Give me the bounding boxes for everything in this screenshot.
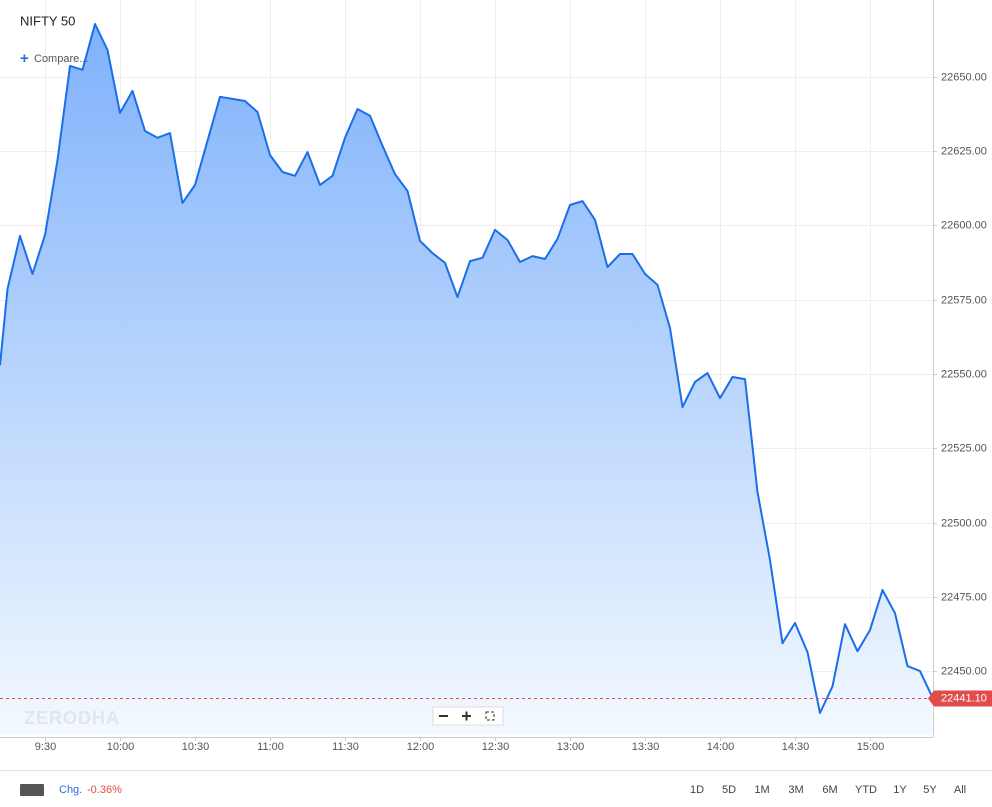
range-button[interactable]: 1D: [690, 784, 704, 796]
y-tick-label: 22450.00: [941, 665, 987, 677]
change-label: Chg.: [59, 784, 82, 796]
x-tick-label: 11:00: [257, 741, 284, 753]
range-button[interactable]: 5D: [722, 784, 736, 796]
keyboard[interactable]: [20, 784, 44, 796]
keyboard-icon[interactable]: [20, 784, 44, 796]
y-tick-label: 22650.00: [941, 71, 987, 83]
x-tick-label: 10:30: [182, 741, 210, 753]
x-tick-label: 9:30: [35, 741, 56, 753]
y-tick-label: 22550.00: [941, 368, 987, 380]
range-button[interactable]: 1Y: [893, 784, 907, 796]
x-tick-label: 13:00: [557, 741, 585, 753]
x-tick-label: 15:00: [857, 741, 885, 753]
y-tick-label: 22575.00: [941, 294, 987, 306]
x-tick-label: 13:30: [632, 741, 660, 753]
zoom-controls: [432, 706, 504, 726]
x-tick-label: 11:30: [332, 741, 359, 753]
area-fill: [0, 24, 933, 735]
x-tick-label: 10:00: [107, 741, 135, 753]
price-line: [0, 23, 934, 714]
plot: [0, 23, 934, 735]
chart-title: NIFTY 50: [20, 13, 75, 28]
range-button[interactable]: 6M: [822, 784, 837, 796]
watermark: ZERODHA: [24, 708, 120, 728]
x-tick-label: 14:00: [707, 741, 735, 753]
compare-label[interactable]: Compare...: [34, 53, 88, 65]
compare-button[interactable]: + Compare...: [20, 50, 88, 67]
range-button[interactable]: All: [954, 784, 966, 796]
axes: 22450.00 22475.00 22500.00 22525.00 22550.00…: [35, 71, 992, 753]
last-price-label: 22441.10: [941, 692, 987, 704]
y-tick-label: 22625.00: [941, 145, 987, 157]
range-button[interactable]: 1M: [754, 784, 769, 796]
y-tick-label: 22525.00: [941, 442, 987, 454]
last-price-tag: [928, 690, 992, 707]
range-button[interactable]: 3M: [788, 784, 803, 796]
change-value: -0.36%: [87, 784, 122, 796]
plus-icon: +: [20, 50, 29, 67]
y-tick-label: 22600.00: [941, 219, 987, 231]
x-tick-label: 12:00: [407, 741, 435, 753]
x-tick-label: 12:30: [482, 741, 510, 753]
fit-button[interactable]: [485, 711, 495, 721]
range-button[interactable]: YTD: [855, 784, 877, 796]
range-button[interactable]: 5Y: [923, 784, 937, 796]
x-tick-label: 14:30: [782, 741, 810, 753]
range-buttons: 1D 5D 1M 3M 6M YTD 1Y 5Y All: [690, 784, 966, 796]
y-tick-label: 22500.00: [941, 517, 987, 529]
y-tick-label: 22475.00: [941, 591, 987, 603]
